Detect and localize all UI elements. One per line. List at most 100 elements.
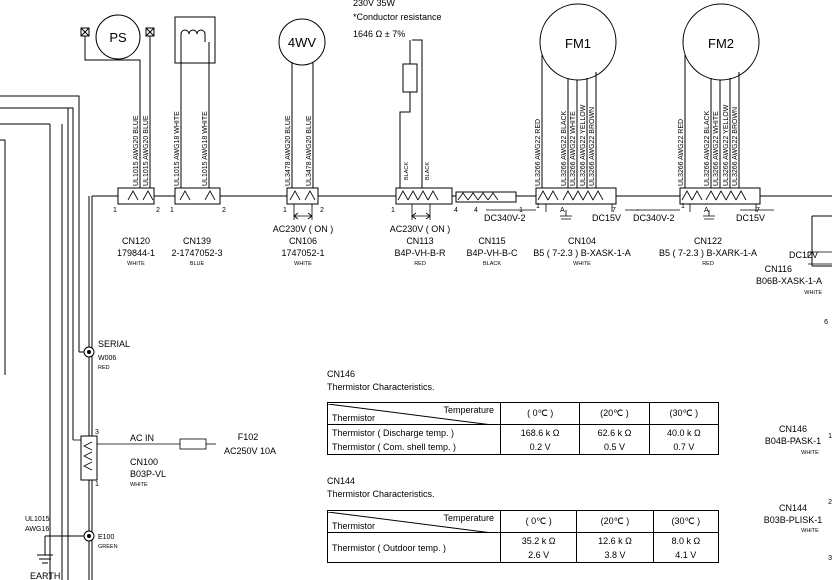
col-header: (30℃ ) (648, 402, 720, 425)
wire-label: UL3266 AWG22 RED (678, 119, 685, 186)
earth-code: E100 (98, 534, 114, 541)
wire-label: BLACK (425, 162, 431, 180)
col-header: (30℃ ) (652, 510, 720, 533)
wire-label: BLACK (404, 162, 410, 180)
serial-code: W006 (98, 355, 116, 362)
table-row-label: Thermistor ( Outdoor temp. ) (327, 532, 501, 563)
edge-pin: 3 (828, 555, 832, 562)
pin-number: 1 (519, 207, 523, 214)
cn146-thermistor-table: Temperature Thermistor ( 0℃ ) (20℃ ) (30… (327, 402, 720, 455)
cn115-part: B4P-VH-B-C (466, 248, 518, 258)
edge-pin: 2 (828, 499, 832, 506)
wire-label: UL3478 AWG20 BLUE (306, 115, 313, 186)
heater-rating: 230V 35W (353, 0, 396, 8)
wire-label: UL3266 AWG22 YELLOW (723, 104, 730, 186)
fuse-name: F102 (238, 432, 259, 442)
table-cell: 12.6 k Ω 3.8 V (576, 532, 654, 563)
wire-label: UL3266 AWG22 BLACK (561, 110, 568, 186)
pin-number: 2 (156, 207, 160, 214)
fm2-label: FM2 (708, 36, 734, 51)
cn122-part: B5 ( 7-2.3 ) B-XARK-1-A (659, 248, 757, 258)
cn100-color: WHITE (130, 482, 148, 488)
serial-color: RED (98, 365, 110, 371)
cn104-color: WHITE (573, 261, 591, 267)
pin-number: 1 (536, 203, 540, 210)
wire-label: UL3266 AWG22 BROWN (732, 107, 739, 186)
cn146-part: B04B-PASK-1 (765, 436, 821, 446)
cn106-color: WHITE (294, 261, 312, 267)
cn144-table-subtitle: Thermistor Characteristics. (327, 489, 435, 499)
ac-in-label: AC IN (130, 433, 154, 443)
cn113-part: B4P-VH-B-R (394, 248, 446, 258)
cn116-part: B06B-XASK-1-A (756, 276, 822, 286)
table-header-temp: Temperature (443, 404, 494, 415)
pin-number: 4 (454, 207, 458, 214)
cn115-color: BLACK (483, 261, 501, 267)
table-cell: 40.0 k Ω 0.7 V (648, 424, 720, 455)
pin-number: 1 (391, 207, 395, 214)
table-cell: 8.0 k Ω 4.1 V (652, 532, 720, 563)
cn122-color: RED (702, 261, 714, 267)
serial-label: SERIAL (98, 339, 130, 349)
pin-number: 1 (170, 207, 174, 214)
pin-number: 7 (756, 207, 760, 214)
cn100-part: B03P-VL (130, 469, 166, 479)
edge-pin: 1 (828, 433, 832, 440)
wire-label: UL3266 AWG22 BROWN (589, 107, 596, 186)
cn106-ac: AC230V ( ON ) (273, 224, 334, 234)
cn139-color: BLUE (190, 261, 205, 267)
cn116-name: CN116 (765, 264, 792, 274)
pin-number: 7 (612, 207, 616, 214)
wire-label: UL3478 AWG20 BLUE (285, 115, 292, 186)
wire-label: UL1015 AWG20 BLUE (143, 115, 150, 186)
table-cell: 168.6 k Ω 0.2 V (499, 424, 581, 455)
wire-label: UL1015 AWG20 BLUE (133, 115, 140, 186)
fan-motor-2-symbol (682, 3, 760, 81)
edge-pin: 6 (824, 319, 828, 326)
earth-wire: AWG16 (25, 526, 49, 533)
resistance-value: 1646 Ω ± 7% (353, 29, 405, 39)
voltage-label: DC340V-2 (633, 213, 675, 223)
pin-number: 1 (681, 203, 685, 210)
cn122-name: CN122 (694, 236, 722, 246)
pin-number: 2 (222, 207, 226, 214)
conductor-note: *Conductor resistance (353, 12, 442, 22)
cn100-name: CN100 (130, 457, 158, 467)
fan-motor-1-symbol (539, 3, 617, 81)
cn113-block (395, 187, 453, 205)
cn139-name: CN139 (183, 236, 211, 246)
pin-number: 1 (113, 207, 117, 214)
voltage-label: DC15V (592, 213, 621, 223)
cn113-ac: AC230V ( ON ) (390, 224, 451, 234)
pin-number: 2 (320, 207, 324, 214)
cn120-part: 179844-1 (117, 248, 155, 258)
cn144-table-title: CN144 (327, 476, 355, 486)
voltage-label: DC15V (736, 213, 765, 223)
cn146-name: CN146 (779, 424, 807, 434)
col-header: (20℃ ) (579, 402, 650, 425)
wire-label: UL1015 AWG18 WHITE (202, 111, 209, 186)
cn139-part: 2-1747052-3 (171, 248, 222, 258)
voltage-label: DC340V-2 (484, 213, 526, 223)
four-way-valve-symbol (278, 18, 326, 66)
cn144-part: B03B-PLISK-1 (764, 515, 823, 525)
cn106-name: CN106 (289, 236, 317, 246)
wire-label: UL3266 AWG22 WHITE (570, 111, 577, 186)
cn116-color: WHITE (804, 290, 822, 296)
earth-label: EARTH (30, 571, 60, 580)
cn100-block (80, 435, 98, 481)
cn104-name: CN104 (568, 236, 596, 246)
voltage-label: DC12V (789, 250, 818, 260)
table-header-temp: Temperature (443, 512, 494, 523)
wire-label: UL3266 AWG22 WHITE (713, 111, 720, 186)
cn120-color: WHITE (127, 261, 145, 267)
cn106-part: 1747052-1 (281, 248, 324, 258)
wire-label: UL1015 AWG18 WHITE (174, 111, 181, 186)
table-row-label: Thermistor ( Discharge temp. ) Thermistor… (327, 424, 501, 455)
cn120-name: CN120 (122, 236, 150, 246)
crankcase-heater-symbol (174, 16, 216, 64)
earth-wire: UL1015 (25, 516, 50, 523)
cn122-block (679, 187, 761, 205)
ps-label: PS (109, 30, 127, 45)
